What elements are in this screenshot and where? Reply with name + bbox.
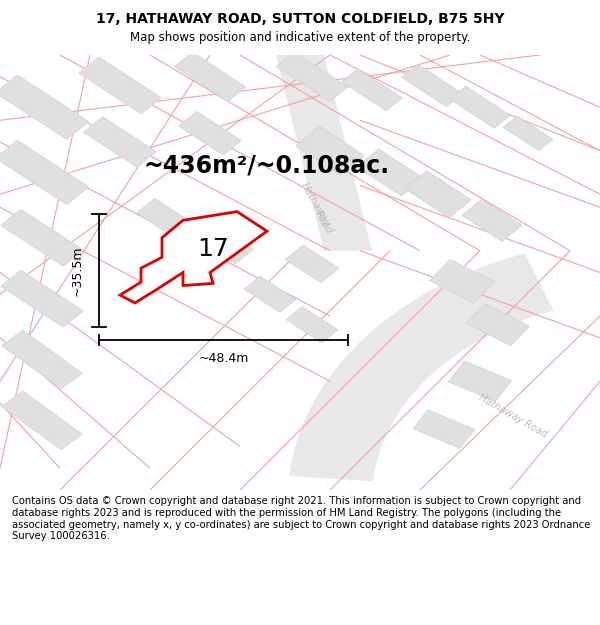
- Polygon shape: [0, 75, 89, 139]
- Polygon shape: [276, 52, 348, 101]
- Polygon shape: [276, 55, 372, 251]
- Polygon shape: [430, 259, 494, 303]
- Polygon shape: [413, 410, 475, 448]
- Polygon shape: [466, 304, 530, 346]
- Polygon shape: [0, 140, 89, 204]
- Polygon shape: [2, 391, 82, 449]
- Polygon shape: [1, 270, 83, 327]
- Text: 17: 17: [197, 237, 229, 261]
- Text: Map shows position and indicative extent of the property.: Map shows position and indicative extent…: [130, 31, 470, 44]
- Polygon shape: [191, 220, 253, 264]
- Text: Contains OS data © Crown copyright and database right 2021. This information is : Contains OS data © Crown copyright and d…: [12, 496, 590, 541]
- Polygon shape: [289, 254, 554, 481]
- Text: ~35.5m: ~35.5m: [71, 245, 84, 296]
- Polygon shape: [83, 117, 157, 168]
- Polygon shape: [174, 52, 246, 101]
- Polygon shape: [179, 111, 241, 155]
- Polygon shape: [2, 330, 82, 389]
- Polygon shape: [462, 199, 522, 241]
- Polygon shape: [244, 276, 296, 312]
- Polygon shape: [286, 307, 338, 342]
- Polygon shape: [448, 361, 512, 401]
- Text: ~436m²/~0.108ac.: ~436m²/~0.108ac.: [144, 154, 390, 178]
- Polygon shape: [120, 212, 267, 303]
- Polygon shape: [296, 126, 364, 175]
- Polygon shape: [79, 57, 161, 114]
- Polygon shape: [503, 116, 553, 151]
- Text: Hathaway Road: Hathaway Road: [477, 392, 549, 440]
- Polygon shape: [1, 209, 83, 266]
- Text: Hathaway: Hathaway: [298, 181, 332, 229]
- Polygon shape: [285, 245, 339, 282]
- Text: ~48.4m: ~48.4m: [199, 352, 248, 365]
- Text: 17, HATHAWAY ROAD, SUTTON COLDFIELD, B75 5HY: 17, HATHAWAY ROAD, SUTTON COLDFIELD, B75…: [96, 12, 504, 26]
- Polygon shape: [137, 199, 199, 242]
- Polygon shape: [404, 171, 472, 217]
- Polygon shape: [356, 149, 424, 196]
- Polygon shape: [341, 69, 403, 111]
- Polygon shape: [449, 86, 511, 128]
- Polygon shape: [401, 64, 463, 106]
- Text: Road: Road: [313, 209, 335, 236]
